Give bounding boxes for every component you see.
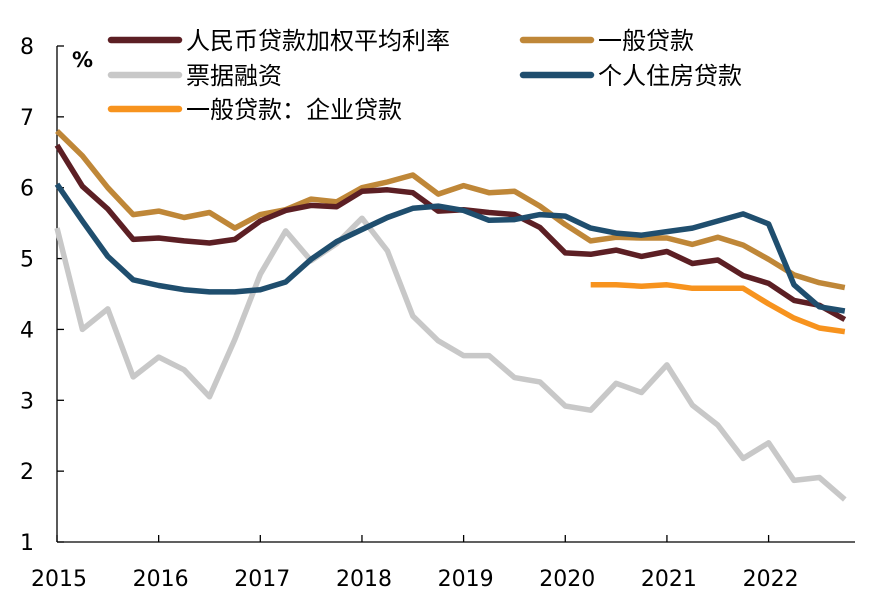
- x-tick-label: 2022: [743, 567, 799, 592]
- x-tick-label: 2020: [539, 567, 595, 592]
- y-tick-label: 3: [20, 389, 34, 414]
- y-tick-label: 8: [20, 35, 34, 60]
- chart-axes: [56, 46, 855, 543]
- y-tick-label: 6: [20, 177, 34, 202]
- x-tick-label: 2015: [31, 567, 87, 592]
- legend-label: 票据融资: [186, 62, 282, 90]
- x-tick-label: 2018: [336, 567, 392, 592]
- y-axis-unit-label: %: [72, 48, 93, 72]
- y-tick-label: 1: [20, 531, 34, 556]
- legend-label: 一般贷款: [598, 27, 694, 55]
- x-tick-label: 2021: [641, 567, 697, 592]
- y-axis-ticks: 1 2 3 4 5 6 7 8: [20, 35, 64, 556]
- x-axis-ticks: 2015 2016 2017 2018 2019 2020 2021 2022: [31, 535, 799, 592]
- series-line-0: [54, 143, 847, 322]
- y-tick-label: 5: [20, 248, 34, 273]
- legend-label: 个人住房贷款: [598, 62, 742, 90]
- series-line-4: [590, 282, 846, 335]
- y-tick-label: 7: [20, 106, 34, 131]
- series-line-3: [54, 182, 846, 314]
- legend-label: 一般贷款：企业贷款: [186, 96, 402, 124]
- series-lines: [54, 129, 847, 502]
- x-tick-label: 2016: [133, 567, 189, 592]
- series-line-1: [55, 129, 846, 291]
- legend-label: 人民币贷款加权平均利率: [186, 27, 450, 55]
- x-tick-label: 2019: [438, 567, 494, 592]
- y-tick-label: 4: [20, 318, 34, 343]
- y-tick-label: 2: [20, 460, 34, 485]
- x-tick-label: 2017: [234, 567, 290, 592]
- series-line-2: [54, 215, 847, 502]
